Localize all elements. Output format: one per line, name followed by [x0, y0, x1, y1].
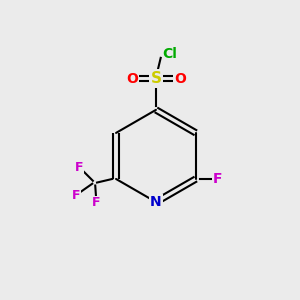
Text: F: F: [212, 172, 222, 186]
Text: F: F: [72, 188, 80, 202]
Text: O: O: [126, 72, 138, 86]
Text: Cl: Cl: [163, 47, 177, 61]
Text: N: N: [150, 195, 162, 209]
Text: F: F: [75, 160, 83, 174]
Text: S: S: [150, 71, 161, 86]
Text: F: F: [92, 196, 100, 209]
Text: O: O: [174, 72, 186, 86]
